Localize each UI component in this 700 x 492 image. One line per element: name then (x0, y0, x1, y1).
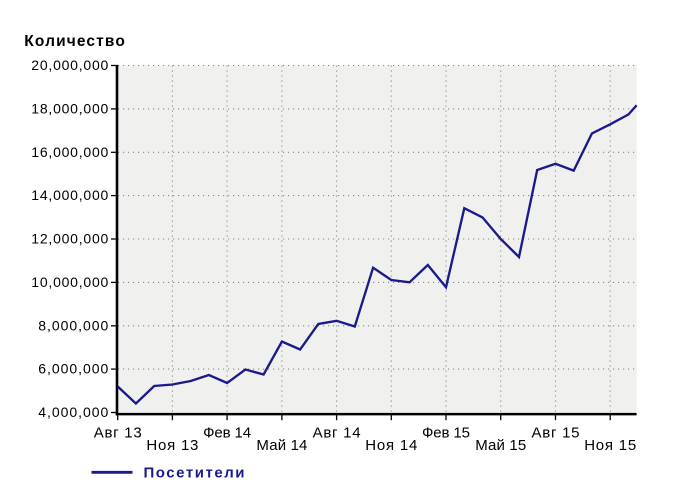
svg-text:Фев 15: Фев 15 (422, 425, 470, 442)
svg-text:Авг 14: Авг 14 (313, 425, 361, 442)
svg-text:14,000,000: 14,000,000 (31, 187, 108, 203)
svg-text:Май 15: Май 15 (475, 437, 526, 454)
svg-text:16,000,000: 16,000,000 (31, 144, 108, 160)
svg-text:Авг 15: Авг 15 (532, 425, 580, 442)
svg-text:Посетители: Посетители (144, 464, 245, 481)
svg-text:Ноя 13: Ноя 13 (146, 437, 198, 454)
svg-text:4,000,000: 4,000,000 (38, 404, 108, 420)
svg-text:Фев 14: Фев 14 (203, 425, 251, 442)
svg-text:Количество: Количество (24, 33, 125, 50)
svg-text:Ноя 15: Ноя 15 (584, 437, 636, 454)
svg-text:18,000,000: 18,000,000 (31, 100, 108, 116)
svg-text:10,000,000: 10,000,000 (31, 274, 108, 290)
svg-text:Ноя 14: Ноя 14 (365, 437, 417, 454)
svg-text:20,000,000: 20,000,000 (31, 57, 108, 73)
svg-text:12,000,000: 12,000,000 (31, 231, 108, 247)
svg-text:Авг 13: Авг 13 (94, 425, 142, 442)
svg-text:6,000,000: 6,000,000 (38, 361, 108, 377)
svg-text:Май 14: Май 14 (256, 437, 307, 454)
svg-text:8,000,000: 8,000,000 (38, 317, 108, 333)
